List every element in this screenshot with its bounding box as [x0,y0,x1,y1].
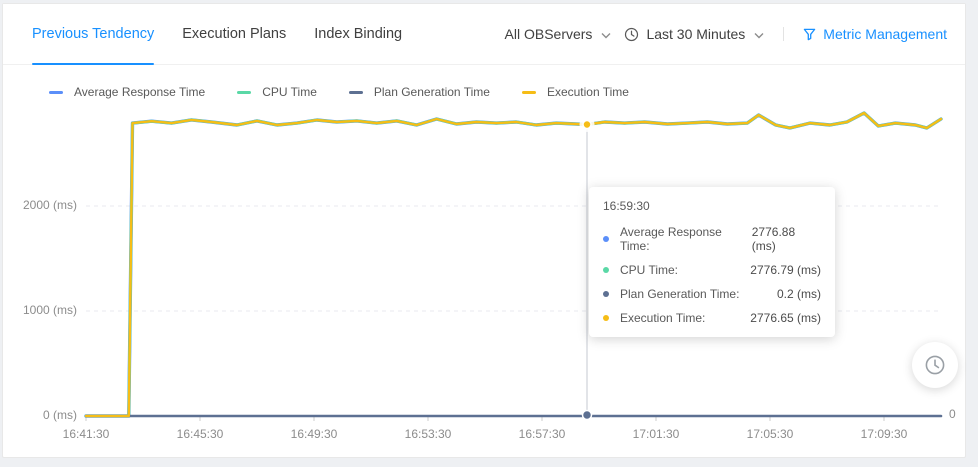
tooltip-row: Average Response Time: 2776.88 (ms) [603,220,821,258]
clock-icon [624,27,639,42]
tooltip-value: 2776.65 (ms) [750,311,821,325]
series-dot-icon [603,315,609,321]
x-axis-tick-label: 17:05:30 [746,427,794,441]
tab-index-binding[interactable]: Index Binding [314,4,402,64]
legend-label: Average Response Time [74,85,206,99]
time-range-dropdown[interactable]: Last 30 Minutes [624,26,764,42]
series-dot-icon [603,267,609,273]
legend-item-plan-generation-time[interactable]: Plan Generation Time [348,85,490,99]
panel-header: Previous Tendency Execution Plans Index … [3,4,965,65]
divider [783,27,785,41]
tooltip-row: CPU Time: 2776.79 (ms) [603,258,821,282]
time-history-button[interactable] [912,342,958,388]
x-axis-tick-label: 17:01:30 [632,427,680,441]
tab-previous-tendency[interactable]: Previous Tendency [32,4,155,65]
observer-filter-dropdown[interactable]: All OBServers [505,26,612,42]
tooltip-value: 2776.88 (ms) [751,225,796,253]
metrics-panel-card: Previous Tendency Execution Plans Index … [2,3,966,458]
chart-tooltip: 16:59:30 Average Response Time: 2776.88 … [589,187,835,337]
legend-label: Execution Time [546,85,629,99]
x-axis-tick-label: 16:45:30 [176,427,224,441]
x-axis-tick-label: 17:09:30 [860,427,908,441]
tooltip-value: 0.2 (ms) [776,287,821,301]
chart-legend: Average Response Time CPU Time Plan Gene… [49,85,629,99]
legend-dash-icon [237,90,252,94]
tooltip-label: Plan Generation Time: [620,287,740,301]
x-axis-tick-label: 16:49:30 [290,427,338,441]
observer-filter-value: All OBServers [504,26,593,42]
tooltip-label: Average Response Time: [620,225,722,253]
tab-execution-plans[interactable]: Execution Plans [182,4,286,64]
tooltip-label: CPU Time: [620,263,679,277]
marker-dot-plan-generation-time [581,409,593,421]
y-axis-tick-label: 1000 (ms) [22,303,77,317]
chevron-down-icon [754,26,764,42]
x-axis-tick-label: 16:41:30 [62,427,110,441]
legend-item-execution-time[interactable]: Execution Time [521,85,629,99]
legend-item-cpu-time[interactable]: CPU Time [237,85,317,99]
tab-label: Index Binding [314,26,403,42]
tooltip-timestamp: 16:59:30 [603,199,650,213]
tab-label: Execution Plans [182,26,287,42]
tooltip-value: 2776.79 (ms) [750,263,821,277]
legend-label: Plan Generation Time [373,85,490,99]
series-dot-icon [603,236,609,242]
funnel-icon [803,28,816,41]
series-line-execution-time [84,111,943,418]
y-axis-tick-label: 2000 (ms) [22,198,77,212]
metric-management-label: Metric Management [823,26,947,42]
tooltip-row: Execution Time: 2776.65 (ms) [603,306,821,330]
marker-dot-execution-time [582,119,592,130]
legend-dash-icon [49,90,63,94]
clock-icon [924,354,946,376]
x-axis-tick-label: 16:57:30 [518,427,566,441]
y-axis-tick-label: 0 (ms) [43,408,77,422]
x-axis-tick-label: 16:53:30 [404,427,452,441]
tooltip-row: Plan Generation Time: 0.2 (ms) [603,282,821,306]
tab-bar: Previous Tendency Execution Plans Index … [32,4,402,65]
tooltip-label: Execution Time: [620,311,706,325]
time-range-value: Last 30 Minutes [646,26,746,42]
tab-label: Previous Tendency [32,26,155,42]
right-axis-tick-label: 0 [949,407,956,421]
legend-label: CPU Time [262,85,317,99]
header-controls: All OBServers Last 30 Minutes Met [505,4,947,64]
legend-dash-icon [521,90,536,94]
series-dot-icon [603,291,609,297]
legend-item-average-response-time[interactable]: Average Response Time [49,85,205,99]
legend-dash-icon [348,90,363,94]
metric-management-link[interactable]: Metric Management [803,26,947,42]
chevron-down-icon [601,26,611,42]
